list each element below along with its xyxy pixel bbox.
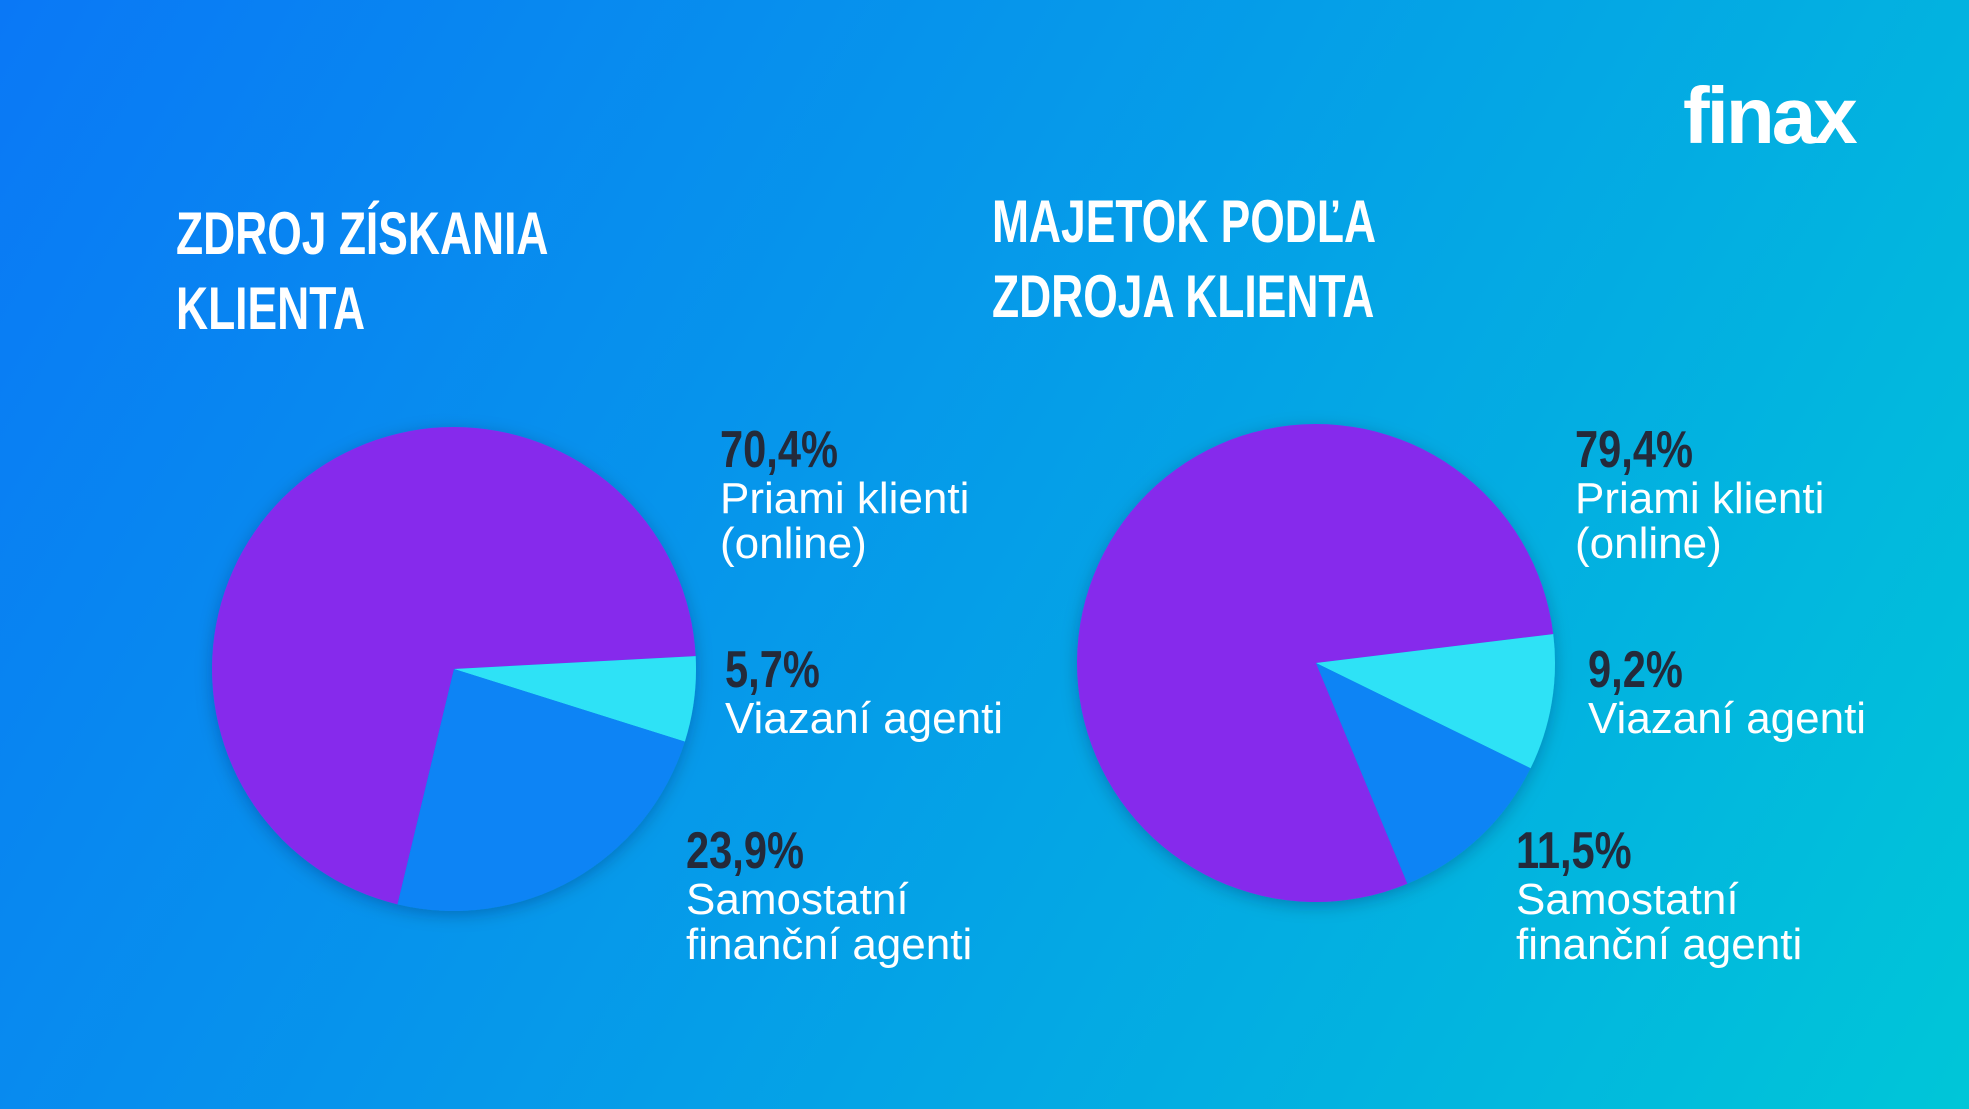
value-label: 23,9% xyxy=(686,822,804,880)
logo: finax xyxy=(1683,71,1858,160)
slice-label: 5,7% Viazaní agenti xyxy=(725,644,1055,741)
pie-slice xyxy=(1316,663,1531,884)
slice-label: 11,5% Samostatní finanční agenti xyxy=(1516,825,1846,968)
pie-slice xyxy=(1316,634,1555,769)
category-label: Samostatní finanční agenti xyxy=(1516,875,1803,970)
slice-label: 79,4% Priami klienti (online) xyxy=(1575,424,1905,567)
pie-slice xyxy=(454,656,696,742)
category-label: Samostatní finanční agenti xyxy=(686,875,973,970)
slice-label: 70,4% Priami klienti (online) xyxy=(720,424,1050,567)
value-label: 9,2% xyxy=(1588,641,1683,699)
chart-title: MAJETOK PODĽA ZDROJA KLIENTA xyxy=(992,188,1375,330)
value-label: 11,5% xyxy=(1516,822,1632,880)
category-label: Viazaní agenti xyxy=(1588,694,1867,743)
pie-slice xyxy=(1077,424,1554,903)
pie xyxy=(1077,424,1555,903)
category-label: Priami klienti (online) xyxy=(720,474,970,569)
category-label: Viazaní agenti xyxy=(725,694,1004,743)
category-label: Priami klienti (online) xyxy=(1575,474,1825,569)
chart-title: ZDROJ ZÍSKANIA KLIENTA xyxy=(176,200,547,342)
pie-slice xyxy=(212,426,696,905)
pie xyxy=(212,426,696,911)
value-label: 70,4% xyxy=(720,421,838,479)
slice-label: 23,9% Samostatní finanční agenti xyxy=(686,825,1016,968)
value-label: 79,4% xyxy=(1575,421,1693,479)
slice-label: 9,2% Viazaní agenti xyxy=(1588,644,1918,741)
pie-slice xyxy=(397,669,685,911)
value-label: 5,7% xyxy=(725,641,820,699)
